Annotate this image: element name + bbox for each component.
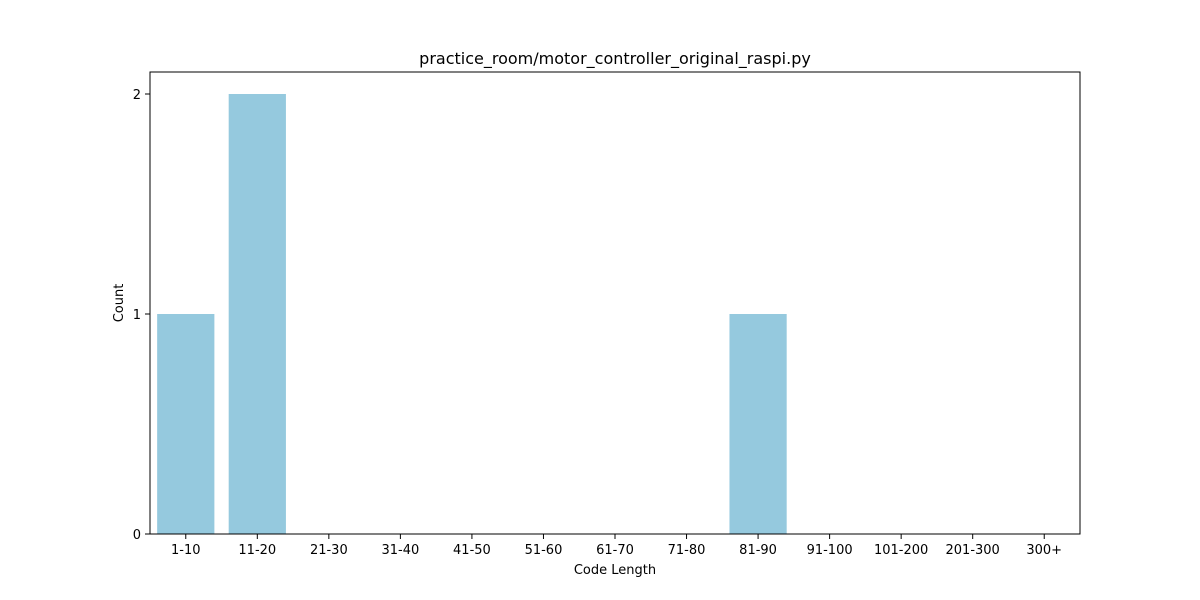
x-axis-label: Code Length (574, 563, 656, 578)
bars-group (157, 94, 787, 534)
x-tick-label: 41-50 (453, 543, 491, 558)
x-tick-label: 1-10 (171, 543, 201, 558)
plot-frame (149, 71, 1081, 535)
x-tick-label: 51-60 (525, 543, 563, 558)
y-tick-label: 0 (133, 528, 141, 543)
x-tick-label: 300+ (1026, 543, 1062, 558)
x-tick-label: 201-300 (946, 543, 1000, 558)
bar-11-20 (228, 94, 286, 534)
bar-81-90 (729, 314, 787, 534)
x-tick-label: 71-80 (668, 543, 706, 558)
x-tick-label: 31-40 (381, 543, 419, 558)
y-axis-label: Count (112, 284, 127, 323)
x-tick-label: 21-30 (310, 543, 348, 558)
x-axis-ticks: 1-10 11-20 21-30 31-40 41-50 51-60 61-70 71-80 8… (171, 534, 1062, 558)
y-tick-label: 1 (133, 308, 141, 323)
y-tick-label: 2 (133, 88, 141, 103)
x-tick-label: 101-200 (874, 543, 928, 558)
x-tick-label: 81-90 (739, 543, 777, 558)
x-tick-label: 91-100 (807, 543, 853, 558)
bar-1-10 (157, 314, 215, 534)
chart-title: practice_room/motor_controller_original_… (419, 49, 811, 69)
x-tick-label: 11-20 (238, 543, 276, 558)
x-tick-label: 61-70 (596, 543, 634, 558)
y-axis-ticks: 0 1 2 (133, 88, 150, 543)
